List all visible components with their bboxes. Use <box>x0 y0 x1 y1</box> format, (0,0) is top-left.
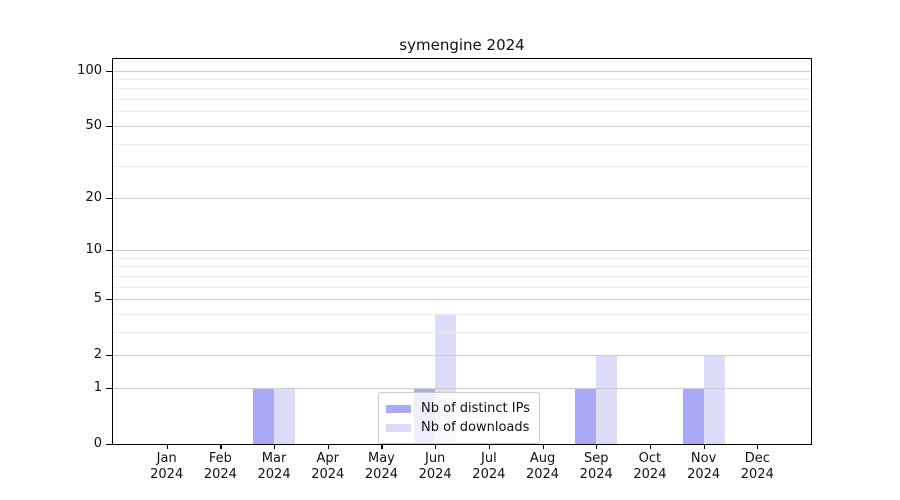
y-tick-mark <box>106 70 112 72</box>
y-tick-mark <box>106 197 112 199</box>
x-tick-label: Jan 2024 <box>150 451 184 482</box>
y-tick-mark <box>106 444 112 446</box>
x-tick-mark <box>435 444 437 449</box>
major-gridline <box>113 197 811 199</box>
minor-gridline <box>113 79 811 81</box>
bar-downloads <box>596 355 618 444</box>
legend-swatch-downloads <box>386 423 411 432</box>
y-tick-label: 10 <box>85 241 102 257</box>
y-tick-label: 20 <box>85 189 102 205</box>
minor-gridline <box>113 331 811 333</box>
x-tick-mark <box>542 444 544 449</box>
x-tick-label: Dec 2024 <box>740 451 774 482</box>
y-tick-mark <box>106 387 112 390</box>
y-tick-mark <box>106 249 112 252</box>
y-tick-label: 2 <box>93 347 102 363</box>
legend-row: Nb of downloads <box>386 418 530 437</box>
x-tick-label: Jul 2024 <box>472 451 506 482</box>
minor-gridline <box>113 257 811 259</box>
minor-gridline <box>113 313 811 315</box>
minor-gridline <box>113 286 811 288</box>
x-tick-label: Sep 2024 <box>579 451 613 482</box>
y-tick-label: 5 <box>93 291 102 307</box>
x-tick-label: Apr 2024 <box>311 451 345 482</box>
bar-distinct-ips <box>682 387 704 444</box>
minor-gridline <box>113 143 811 145</box>
bar-downloads <box>274 387 296 444</box>
x-tick-label: Aug 2024 <box>525 451 560 482</box>
y-tick-label: 1 <box>93 379 102 395</box>
major-gridline <box>113 299 811 301</box>
bar-distinct-ips <box>253 387 275 444</box>
x-tick-label: Jun 2024 <box>418 451 452 482</box>
x-tick-mark <box>166 444 168 449</box>
x-tick-mark <box>327 444 329 449</box>
plot-area <box>112 58 812 445</box>
minor-gridline <box>113 99 811 101</box>
x-tick-mark <box>703 444 705 449</box>
y-tick-mark <box>106 299 112 301</box>
major-gridline <box>113 125 811 127</box>
minor-gridline <box>113 266 811 268</box>
major-gridline <box>113 355 811 357</box>
y-tick-label: 0 <box>93 436 102 451</box>
x-tick-label: Feb 2024 <box>203 451 237 482</box>
legend: Nb of distinct IPs Nb of downloads <box>378 392 540 444</box>
plot-inner <box>113 59 811 444</box>
x-tick-mark <box>596 444 598 449</box>
y-tick-mark <box>106 125 112 128</box>
minor-gridline <box>113 88 811 90</box>
x-tick-mark <box>757 444 759 449</box>
bar-distinct-ips <box>575 387 597 444</box>
x-tick-mark <box>274 444 276 449</box>
x-tick-mark <box>220 444 222 449</box>
x-tick-label: Oct 2024 <box>633 451 667 482</box>
legend-swatch-distinct-ips <box>386 404 411 413</box>
bar-downloads <box>703 355 725 444</box>
y-tick-label: 50 <box>85 117 102 133</box>
minor-gridline <box>113 166 811 168</box>
x-tick-label: Nov 2024 <box>687 451 721 482</box>
y-tick-label: 100 <box>77 62 102 78</box>
major-gridline <box>113 70 811 72</box>
x-tick-label: May 2024 <box>364 451 398 482</box>
legend-label: Nb of downloads <box>421 420 530 435</box>
x-tick-mark <box>381 444 383 449</box>
chart-title: symengine 2024 <box>399 36 525 54</box>
major-gridline <box>113 387 811 389</box>
y-tick-mark <box>106 355 112 357</box>
legend-label: Nb of distinct IPs <box>421 401 530 416</box>
minor-gridline <box>113 111 811 113</box>
minor-gridline <box>113 275 811 277</box>
x-tick-mark <box>649 444 652 449</box>
legend-row: Nb of distinct IPs <box>386 399 530 418</box>
major-gridline <box>113 249 811 251</box>
x-tick-mark <box>488 444 491 449</box>
x-tick-label: Mar 2024 <box>257 451 291 482</box>
